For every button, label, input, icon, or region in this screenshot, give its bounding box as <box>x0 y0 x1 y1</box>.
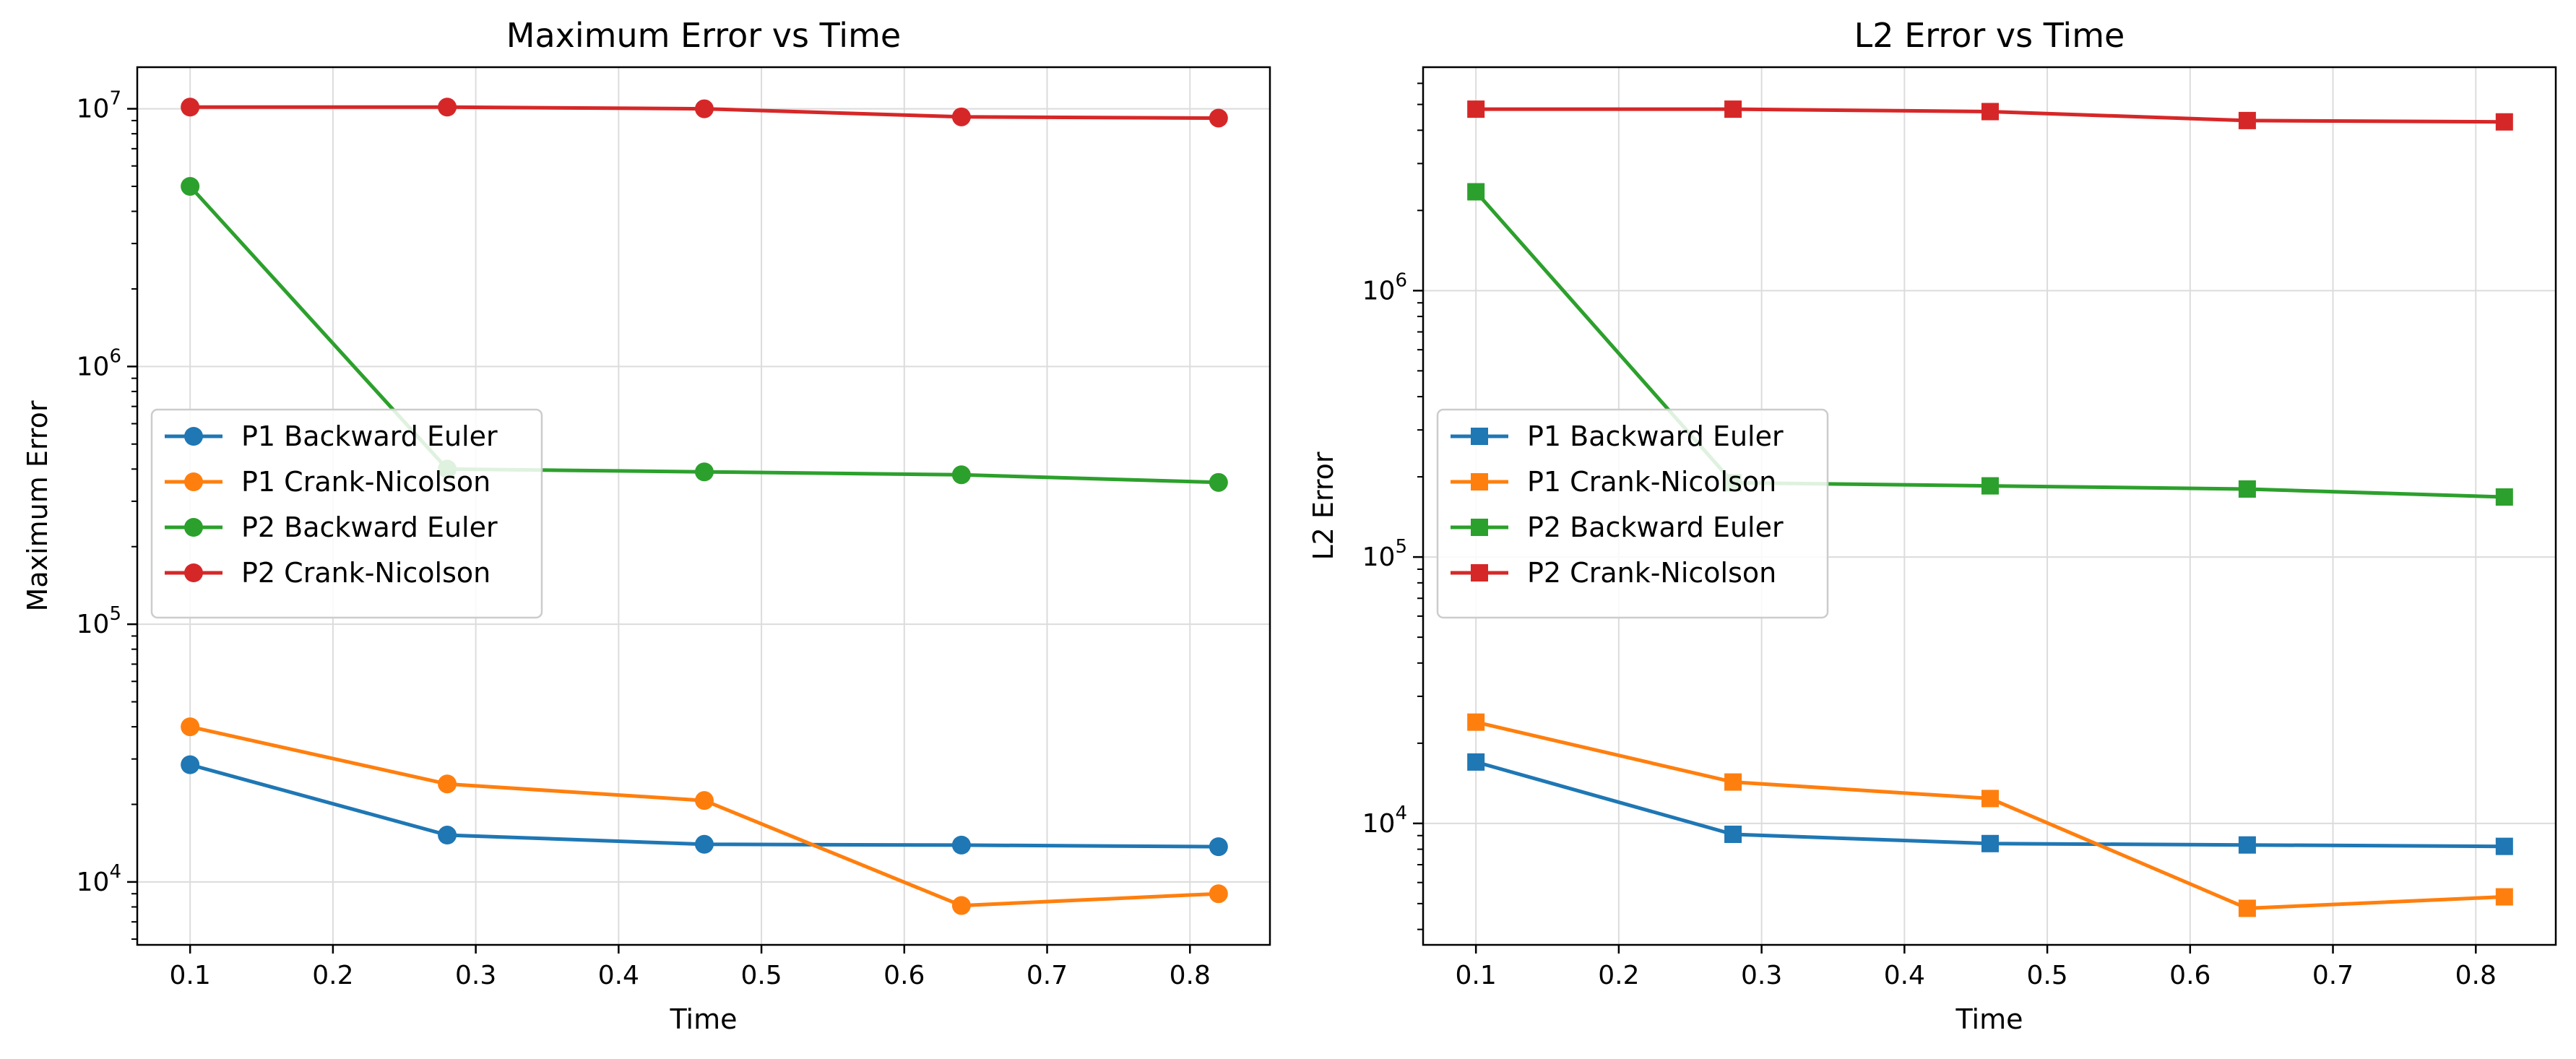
data-point <box>951 896 971 915</box>
data-point <box>2495 888 2513 906</box>
data-point <box>1981 103 1999 121</box>
x-tick-label: 0.8 <box>2455 961 2497 990</box>
y-tick-label: 106 <box>1362 269 1407 306</box>
y-tick-label: 105 <box>1362 536 1407 572</box>
data-point <box>181 176 200 196</box>
x-tick-label: 0.5 <box>2026 961 2067 990</box>
data-point <box>181 755 200 774</box>
legend: P1 Backward Euler P1 Crank-Nicolson P2 Bac… <box>150 408 543 619</box>
x-tick-label: 0.4 <box>598 961 639 990</box>
legend-label: P2 Crank-Nicolson <box>241 557 490 589</box>
legend-swatch-marker <box>1471 428 1488 445</box>
legend-swatch-marker <box>184 472 203 491</box>
chart-title: L2 Error vs Time <box>1854 16 2125 55</box>
legend-label: P1 Crank-Nicolson <box>1527 466 1776 498</box>
legend-label: P2 Crank-Nicolson <box>1527 557 1776 589</box>
data-point <box>2495 113 2513 131</box>
data-point <box>2495 488 2513 506</box>
data-point <box>1724 825 1742 843</box>
data-point <box>694 834 714 854</box>
data-point <box>951 835 971 855</box>
plot-frame <box>136 66 1271 946</box>
data-point <box>694 99 714 118</box>
data-point <box>438 98 457 117</box>
legend-swatch-marker <box>184 518 203 537</box>
series-line <box>189 725 1219 908</box>
data-point <box>2238 899 2256 917</box>
x-tick-label: 0.3 <box>1741 961 1782 990</box>
data-point <box>1724 773 1742 791</box>
data-point <box>2238 111 2256 129</box>
y-axis-label: Maximum Error <box>22 400 53 611</box>
x-tick-label: 0.5 <box>740 961 782 990</box>
data-point <box>1981 834 1999 852</box>
data-point <box>181 98 200 117</box>
y-tick-label: 105 <box>77 603 121 639</box>
data-point <box>951 465 971 485</box>
legend-label: P2 Backward Euler <box>241 511 498 543</box>
data-point <box>1467 183 1485 201</box>
legend-label: P1 Crank-Nicolson <box>241 466 490 498</box>
series-line <box>1475 720 2504 910</box>
legend-label: P1 Backward Euler <box>241 420 498 452</box>
data-point <box>694 462 714 482</box>
x-tick-label: 0.7 <box>1026 961 1068 990</box>
x-axis-label: Time <box>670 1003 738 1035</box>
legend-swatch-marker <box>184 427 203 446</box>
y-axis-label: L2 Error <box>1308 451 1339 560</box>
plot-frame <box>1422 66 2557 946</box>
x-axis-label: Time <box>1955 1003 2023 1035</box>
data-point <box>1467 753 1485 771</box>
max-error-panel: 0.1 0.2 0.3 0.4 0.5 0.6 0.7 0.8 104 105 106 107 Maxi… <box>22 16 1271 1035</box>
legend-swatch-marker <box>1471 473 1488 490</box>
legend-swatch-marker <box>184 563 203 582</box>
data-point <box>1209 837 1228 857</box>
l2-error-panel: 0.1 0.2 0.3 0.4 0.5 0.6 0.7 0.8 104 105 106 L2 Erro… <box>1308 16 2557 1035</box>
data-point <box>1209 472 1228 492</box>
data-point <box>2238 836 2256 854</box>
data-point <box>1467 713 1485 731</box>
data-point <box>1981 477 1999 495</box>
data-point <box>1209 108 1228 128</box>
x-tick-label: 0.1 <box>170 961 211 990</box>
data-point <box>2495 837 2513 855</box>
data-point <box>1467 100 1485 118</box>
x-tick-label: 0.4 <box>1884 961 1925 990</box>
data-point <box>1209 884 1228 904</box>
legend-box <box>1436 408 1829 619</box>
x-tick-label: 0.2 <box>1598 961 1639 990</box>
data-point <box>1724 100 1742 118</box>
data-point <box>2238 480 2256 498</box>
data-point <box>1981 790 1999 808</box>
x-tick-label: 0.8 <box>1170 961 1211 990</box>
x-tick-label: 0.6 <box>883 961 925 990</box>
data-point <box>181 717 200 737</box>
x-tick-label: 0.6 <box>2169 961 2210 990</box>
data-point <box>694 791 714 811</box>
x-tick-label: 0.3 <box>455 961 496 990</box>
x-tick-label: 0.1 <box>1456 961 1497 990</box>
legend-label: P2 Backward Euler <box>1527 511 1784 543</box>
chart-title: Maximum Error vs Time <box>506 16 901 55</box>
x-tick-label: 0.7 <box>2312 961 2354 990</box>
y-tick-label: 107 <box>77 88 121 124</box>
data-point <box>438 774 457 794</box>
y-tick-label: 104 <box>77 861 121 897</box>
x-tick-label: 0.2 <box>312 961 353 990</box>
legend-swatch-marker <box>1471 519 1488 536</box>
legend: P1 Backward Euler P1 Crank-Nicolson P2 Bac… <box>1436 408 1829 619</box>
data-point <box>951 107 971 126</box>
legend-label: P1 Backward Euler <box>1527 420 1784 452</box>
data-point <box>438 826 457 845</box>
y-tick-label: 106 <box>77 345 121 381</box>
legend-box <box>150 408 543 619</box>
y-tick-label: 104 <box>1362 803 1407 839</box>
legend-swatch-marker <box>1471 564 1488 582</box>
